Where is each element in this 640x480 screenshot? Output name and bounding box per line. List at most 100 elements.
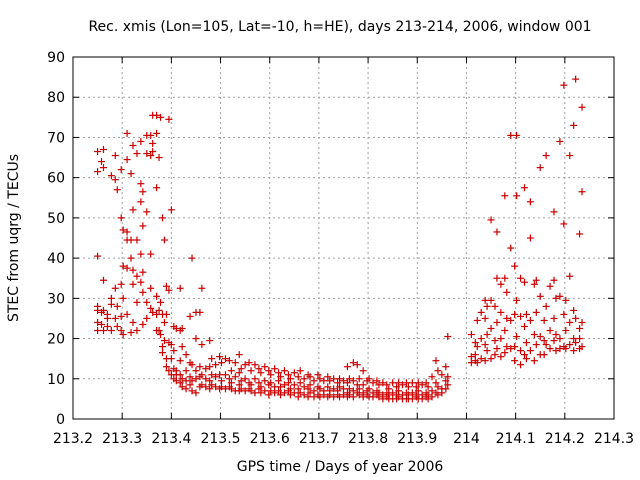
data-point xyxy=(511,357,519,365)
data-point xyxy=(176,371,184,379)
data-point xyxy=(507,244,515,252)
data-point xyxy=(167,206,175,214)
data-point xyxy=(556,345,564,353)
data-point xyxy=(473,316,481,324)
data-point xyxy=(428,387,436,395)
data-point xyxy=(160,236,168,244)
data-point xyxy=(578,318,586,326)
data-point xyxy=(261,363,269,371)
data-point xyxy=(160,337,168,345)
data-point xyxy=(129,206,137,214)
data-point xyxy=(572,314,580,322)
x-tick-label: 213.6 xyxy=(250,431,290,447)
data-point xyxy=(123,156,131,164)
data-point xyxy=(157,298,165,306)
data-point xyxy=(257,369,265,377)
data-point xyxy=(202,383,210,391)
data-point xyxy=(157,113,165,121)
data-point xyxy=(389,379,397,387)
data-point xyxy=(178,325,186,332)
data-point xyxy=(532,276,540,284)
data-point xyxy=(119,262,127,270)
data-point xyxy=(501,327,509,335)
x-axis-label: GPS time / Days of year 2006 xyxy=(237,459,444,475)
data-point xyxy=(196,363,204,371)
data-point xyxy=(198,381,206,389)
data-point xyxy=(314,371,322,379)
data-point xyxy=(349,359,357,367)
data-point xyxy=(467,331,475,339)
data-point xyxy=(182,377,190,385)
data-point xyxy=(277,373,285,381)
data-point xyxy=(467,353,475,361)
data-point xyxy=(503,343,511,351)
data-point xyxy=(369,379,377,387)
data-point xyxy=(511,262,519,270)
data-point xyxy=(487,296,495,304)
data-point xyxy=(159,349,167,357)
data-point xyxy=(231,359,239,367)
data-point xyxy=(157,331,165,339)
data-point xyxy=(277,391,285,399)
data-point xyxy=(206,337,214,345)
data-point xyxy=(513,131,521,139)
data-point xyxy=(477,308,485,316)
data-point xyxy=(188,377,196,385)
data-point xyxy=(576,335,584,343)
data-point xyxy=(578,103,586,111)
data-point xyxy=(562,345,570,353)
data-point xyxy=(471,351,479,359)
data-point xyxy=(188,254,196,262)
data-point xyxy=(117,214,125,222)
data-point xyxy=(491,337,499,345)
data-point xyxy=(149,308,157,316)
plot-frame xyxy=(72,56,615,420)
data-point xyxy=(540,316,548,324)
data-point xyxy=(336,383,344,391)
data-point xyxy=(491,302,499,310)
data-point xyxy=(324,383,332,391)
data-point xyxy=(255,379,263,387)
data-point xyxy=(408,395,416,403)
data-point xyxy=(290,369,298,377)
data-point xyxy=(424,383,432,391)
data-point xyxy=(414,387,422,395)
data-point xyxy=(113,322,121,330)
data-point xyxy=(428,393,436,401)
data-point xyxy=(483,347,491,355)
data-point xyxy=(481,296,489,304)
data-point xyxy=(365,375,373,383)
data-point xyxy=(481,314,489,322)
data-point xyxy=(442,363,450,371)
data-point xyxy=(434,391,442,399)
data-point xyxy=(566,272,574,280)
data-point xyxy=(296,379,304,387)
data-point xyxy=(208,355,216,363)
data-point xyxy=(393,383,401,391)
data-point xyxy=(176,379,184,387)
data-point xyxy=(365,385,373,393)
data-point xyxy=(196,308,204,316)
data-point xyxy=(316,385,324,393)
data-points xyxy=(94,75,586,403)
data-point xyxy=(139,222,147,230)
data-point xyxy=(556,137,564,145)
data-point xyxy=(493,318,501,326)
data-point xyxy=(241,375,249,383)
data-point xyxy=(536,292,544,300)
data-point xyxy=(251,375,259,383)
data-point xyxy=(359,393,367,401)
data-point xyxy=(119,226,127,234)
data-point xyxy=(497,353,505,361)
data-point xyxy=(178,343,186,351)
data-point xyxy=(133,236,141,244)
data-point xyxy=(542,302,550,310)
data-point xyxy=(133,298,141,306)
data-point xyxy=(227,379,235,387)
data-point xyxy=(306,389,314,397)
data-point xyxy=(552,294,560,302)
data-point xyxy=(241,387,249,395)
data-point xyxy=(147,131,155,139)
data-point xyxy=(412,383,420,391)
data-point xyxy=(117,312,125,320)
